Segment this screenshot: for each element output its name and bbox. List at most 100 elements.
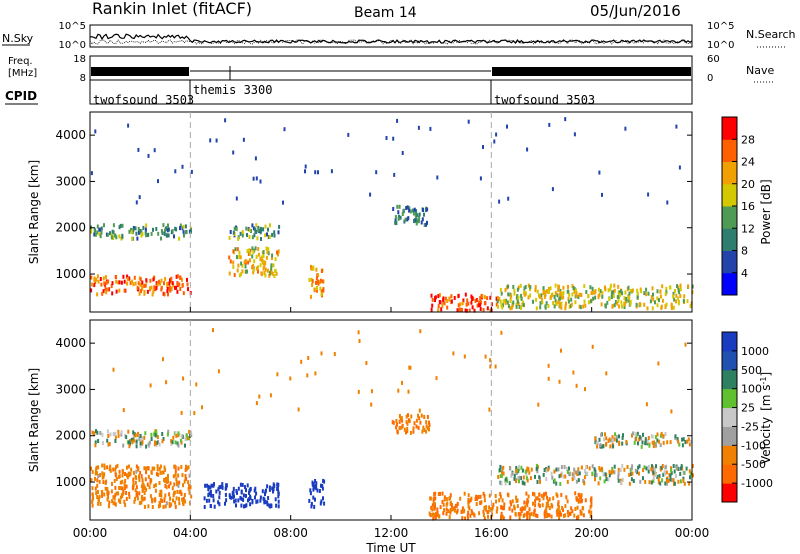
scatter-cell bbox=[682, 437, 685, 442]
scatter-cell bbox=[557, 504, 560, 509]
scatter-cell bbox=[240, 261, 243, 266]
scatter-cell bbox=[134, 281, 137, 286]
scatter-cell bbox=[666, 440, 669, 445]
scatter-cell bbox=[172, 435, 175, 440]
scatter-cell bbox=[459, 302, 462, 307]
scatter-cell bbox=[577, 478, 580, 483]
scatter-cell bbox=[505, 298, 507, 303]
scatter-cell bbox=[156, 467, 159, 472]
time-axis-label: Time UT bbox=[365, 541, 416, 554]
scatter-cell bbox=[256, 499, 259, 504]
scatter-cell bbox=[587, 300, 590, 305]
scatter-cell bbox=[236, 255, 238, 260]
scatter-cell bbox=[310, 504, 313, 509]
scatter-cell bbox=[673, 297, 676, 302]
scatter-cell bbox=[107, 287, 110, 292]
colorbar-swatch bbox=[722, 407, 737, 427]
scatter-cell bbox=[508, 481, 511, 486]
scatter-cell bbox=[621, 477, 624, 482]
scatter-cell bbox=[141, 480, 144, 485]
scatter-cell bbox=[664, 465, 667, 470]
scatter-cell bbox=[282, 200, 284, 205]
scatter-cell bbox=[133, 499, 136, 504]
scatter-cell bbox=[144, 477, 147, 482]
scatter-cell bbox=[186, 277, 188, 282]
scatter-cell bbox=[320, 351, 323, 356]
scatter-cell bbox=[157, 279, 160, 284]
scatter-cell bbox=[317, 281, 320, 286]
noise-search-trace bbox=[89, 39, 693, 45]
scatter-cell bbox=[404, 217, 407, 222]
scatter-cell bbox=[467, 500, 470, 505]
scatter-cell bbox=[97, 498, 100, 503]
scatter-cell bbox=[97, 439, 100, 443]
scatter-cell bbox=[520, 508, 523, 513]
scatter-cell bbox=[207, 484, 210, 489]
scatter-cell bbox=[392, 136, 395, 141]
scatter-cell bbox=[128, 229, 131, 234]
scatter-cell bbox=[679, 287, 682, 292]
scatter-cell bbox=[106, 488, 109, 493]
scatter-cell bbox=[95, 469, 97, 474]
scatter-cell bbox=[145, 233, 148, 238]
scatter-cell bbox=[575, 470, 578, 475]
scatter-cell bbox=[669, 477, 672, 482]
scatter-cell bbox=[101, 432, 104, 437]
scatter-cell bbox=[100, 490, 103, 494]
scatter-cell bbox=[583, 284, 586, 289]
scatter-cell bbox=[526, 466, 529, 471]
scatter-cell bbox=[682, 470, 685, 475]
scatter-cell bbox=[394, 218, 397, 223]
scatter-cell bbox=[502, 303, 505, 308]
scatter-cell bbox=[442, 296, 445, 301]
scatter-cell bbox=[174, 431, 177, 435]
scatter-cell bbox=[245, 226, 248, 231]
scatter-cell bbox=[626, 465, 629, 469]
scatter-cell bbox=[619, 478, 622, 483]
x-tick-label: 16:00 bbox=[474, 526, 509, 540]
scatter-cell bbox=[510, 473, 513, 478]
scatter-cell bbox=[475, 495, 478, 500]
scatter-cell bbox=[127, 429, 130, 434]
scatter-cell bbox=[418, 416, 421, 421]
scatter-cell bbox=[522, 300, 525, 305]
scatter-cell bbox=[165, 233, 168, 238]
scatter-cell bbox=[545, 501, 548, 506]
y-tick-label: 2000 bbox=[55, 221, 86, 235]
scatter-cell bbox=[470, 496, 473, 501]
scatter-cell bbox=[594, 469, 597, 474]
scatter-cell bbox=[618, 293, 621, 298]
scatter-cell bbox=[193, 411, 196, 416]
scatter-cell bbox=[518, 515, 521, 520]
scatter-cell bbox=[150, 285, 153, 290]
scatter-cell bbox=[250, 229, 252, 233]
scatter-cell bbox=[504, 288, 507, 293]
scatter-cell bbox=[109, 231, 111, 236]
scatter-cell bbox=[118, 288, 121, 293]
scatter-cell bbox=[445, 497, 448, 502]
scatter-cell bbox=[123, 482, 126, 487]
scatter-cell bbox=[655, 473, 658, 477]
scatter-cell bbox=[580, 511, 583, 516]
scatter-cell bbox=[463, 508, 466, 513]
scatter-cell bbox=[529, 287, 531, 292]
scatter-cell bbox=[264, 500, 267, 504]
scatter-cell bbox=[177, 431, 180, 436]
scatter-cell bbox=[110, 489, 113, 494]
scatter-cell bbox=[210, 483, 213, 488]
scatter-cell bbox=[486, 296, 489, 301]
scatter-cell bbox=[623, 467, 626, 472]
scatter-cell bbox=[677, 439, 680, 444]
scatter-cell bbox=[542, 496, 545, 501]
scatter-cell bbox=[118, 469, 121, 474]
scatter-cell bbox=[664, 305, 667, 309]
scatter-cell bbox=[155, 285, 158, 290]
scatter-cell bbox=[168, 501, 171, 506]
scatter-cell bbox=[679, 283, 682, 288]
scatter-cell bbox=[102, 474, 105, 479]
scatter-cell bbox=[347, 132, 350, 137]
scatter-cell bbox=[98, 479, 101, 484]
scatter-cell bbox=[441, 499, 444, 504]
scatter-cell bbox=[123, 499, 126, 504]
scatter-cell bbox=[420, 413, 423, 418]
